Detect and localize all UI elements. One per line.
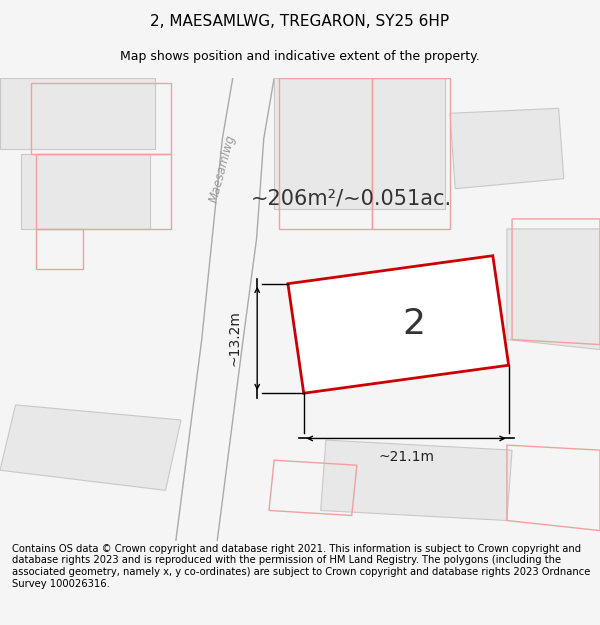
Text: Maesamlwg: Maesamlwg (207, 133, 238, 204)
Polygon shape (288, 256, 509, 393)
Polygon shape (507, 229, 600, 349)
Polygon shape (320, 440, 512, 521)
Text: ~21.1m: ~21.1m (378, 449, 434, 464)
Polygon shape (0, 405, 181, 491)
Polygon shape (450, 108, 564, 189)
Polygon shape (20, 154, 150, 229)
Text: Contains OS data © Crown copyright and database right 2021. This information is : Contains OS data © Crown copyright and d… (12, 544, 590, 589)
Text: 2, MAESAMLWG, TREGARON, SY25 6HP: 2, MAESAMLWG, TREGARON, SY25 6HP (151, 14, 449, 29)
Text: Map shows position and indicative extent of the property.: Map shows position and indicative extent… (120, 50, 480, 62)
Text: ~206m²/~0.051ac.: ~206m²/~0.051ac. (251, 189, 452, 209)
Text: ~13.2m: ~13.2m (227, 311, 241, 366)
Polygon shape (274, 78, 445, 209)
Polygon shape (0, 78, 155, 149)
Text: 2: 2 (402, 308, 425, 341)
